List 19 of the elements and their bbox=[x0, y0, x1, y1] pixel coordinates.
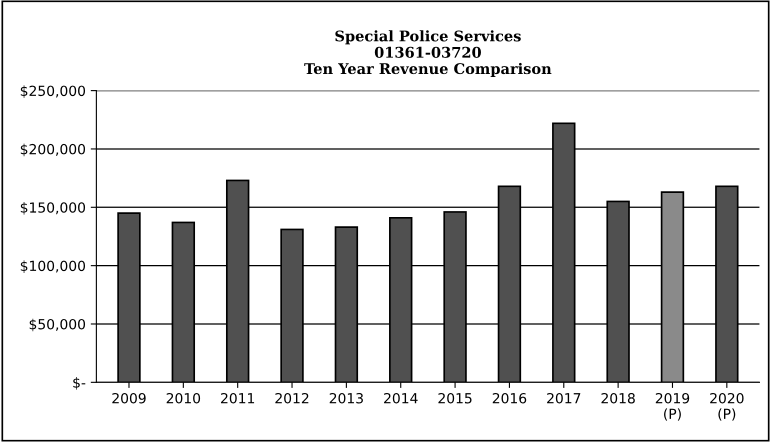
x-tick-label: 2018 bbox=[601, 392, 635, 404]
x-tick-label: 2009 bbox=[112, 392, 146, 404]
x-tick-label: 2015 bbox=[438, 392, 472, 404]
chart-title: Special Police Services 01361-03720 Ten Year Revenue Comparison bbox=[304, 30, 552, 77]
y-tick-label: $- bbox=[73, 377, 86, 390]
x-tick-label: 2016 bbox=[492, 392, 526, 404]
x-tick-label: 2011 bbox=[221, 392, 254, 404]
y-tick-label: $200,000 bbox=[20, 144, 86, 156]
x-tick-label: 2010 bbox=[166, 392, 200, 404]
x-tick-label: 2014 bbox=[384, 392, 418, 404]
y-tick-label: $50,000 bbox=[30, 318, 86, 332]
y-tick-label: $250,000 bbox=[20, 85, 86, 98]
x-tick-label: 2019 (P) bbox=[656, 392, 690, 421]
x-tick-label: 2012 bbox=[275, 392, 308, 404]
y-tick-label: $150,000 bbox=[20, 202, 86, 215]
y-tick-label: $100,000 bbox=[20, 260, 86, 273]
x-tick-label: 2017 bbox=[547, 392, 580, 404]
x-tick-label: 2020 (P) bbox=[710, 392, 744, 421]
x-tick-label: 2013 bbox=[330, 392, 363, 404]
